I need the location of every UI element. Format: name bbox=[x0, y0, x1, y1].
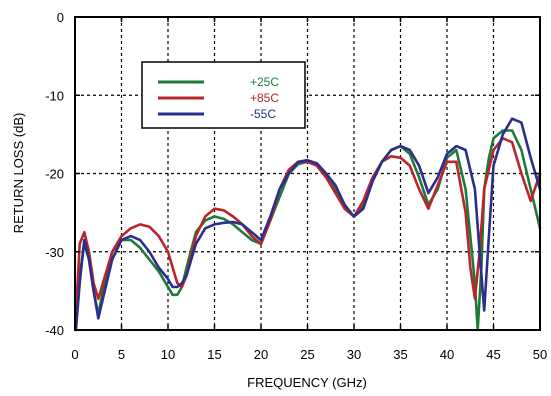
x-tick-label: 20 bbox=[254, 347, 268, 362]
y-tick-label: -30 bbox=[45, 245, 64, 260]
x-tick-label: 45 bbox=[486, 347, 500, 362]
x-tick-label: 50 bbox=[533, 347, 547, 362]
legend: +25C +85C -55C bbox=[141, 61, 306, 129]
x-tick-label: 10 bbox=[161, 347, 175, 362]
x-tick-label: 15 bbox=[207, 347, 221, 362]
y-tick-label: 0 bbox=[57, 10, 64, 25]
legend-box bbox=[141, 61, 306, 129]
y-tick-label: -40 bbox=[45, 323, 64, 338]
series-layer bbox=[74, 117, 542, 332]
x-tick-label: 40 bbox=[440, 347, 454, 362]
x-tick-label: 30 bbox=[347, 347, 361, 362]
y-tick-labels: 0 -10 -20 -30 -40 bbox=[45, 10, 64, 338]
x-tick-label: 5 bbox=[118, 347, 125, 362]
y-axis-title: RETURN LOSS (dB) bbox=[11, 113, 26, 234]
x-tick-label: 25 bbox=[300, 347, 314, 362]
y-tick-label: -10 bbox=[45, 88, 64, 103]
x-tick-labels: 0 5 10 15 20 25 30 35 40 45 50 bbox=[71, 347, 547, 362]
ticks bbox=[74, 16, 541, 331]
x-axis-title: FREQUENCY (GHz) bbox=[247, 375, 367, 390]
legend-label-25c: +25C bbox=[250, 75, 279, 89]
x-tick-label: 35 bbox=[393, 347, 407, 362]
series-line-2 bbox=[74, 117, 542, 332]
legend-label-minus55c: -55C bbox=[250, 107, 276, 121]
x-tick-label: 0 bbox=[71, 347, 78, 362]
legend-label-85c: +85C bbox=[250, 91, 279, 105]
y-tick-label: -20 bbox=[45, 167, 64, 182]
